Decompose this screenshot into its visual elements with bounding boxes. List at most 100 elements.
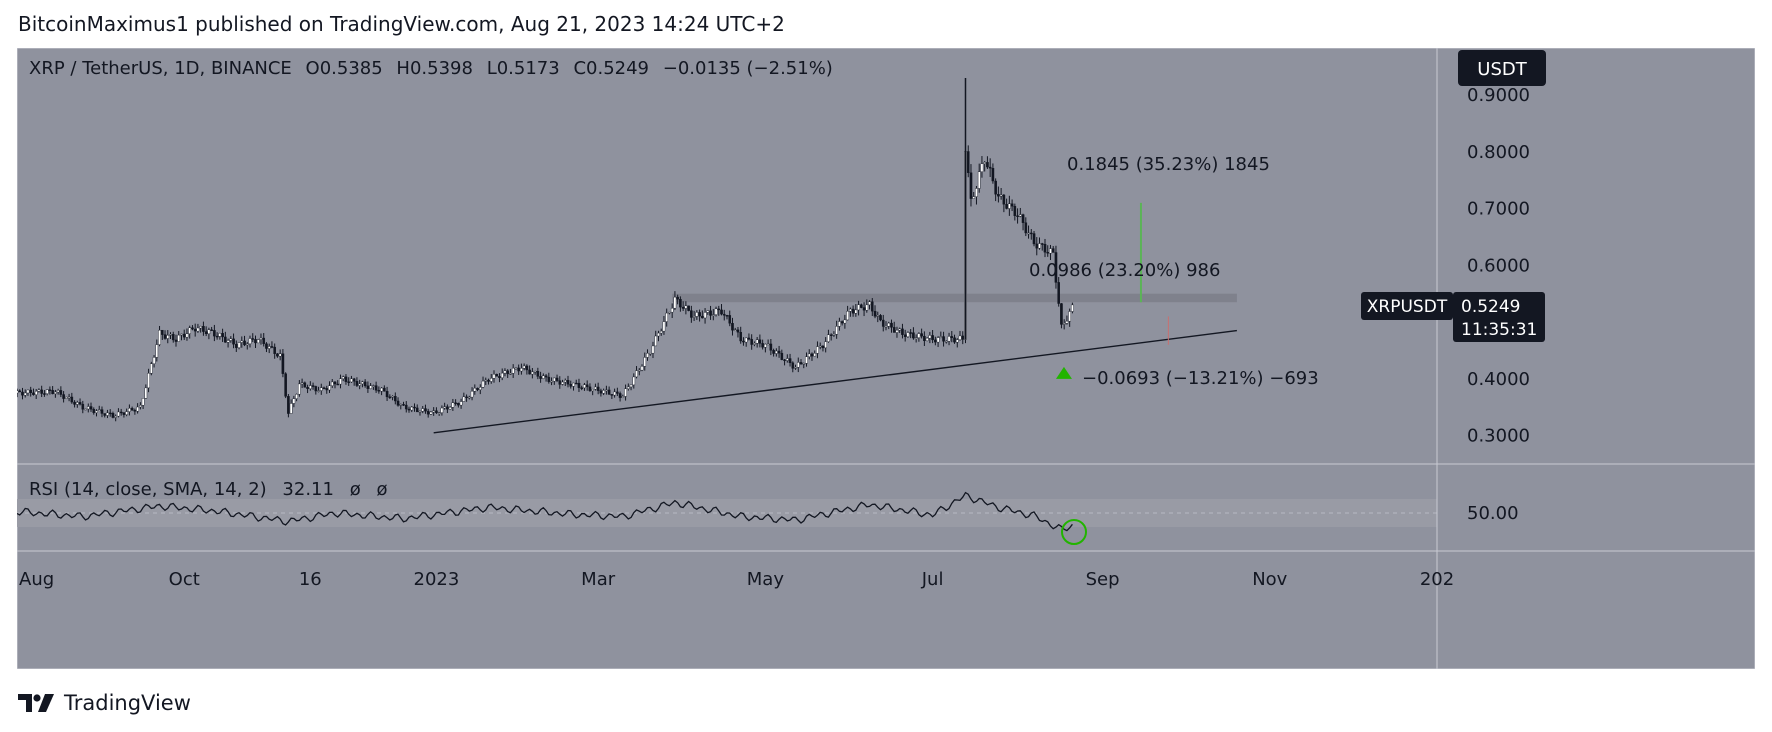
- candle-body: [418, 410, 422, 413]
- candle-body: [454, 402, 457, 404]
- candle-body: [256, 339, 260, 344]
- measure-label: 0.1845 (35.23%) 1845: [1067, 154, 1270, 175]
- candle-body: [215, 335, 219, 338]
- footer-brand: TradingView: [64, 691, 191, 715]
- candle-body: [988, 166, 992, 169]
- candle-body: [851, 308, 855, 314]
- candle-body: [1054, 252, 1058, 283]
- candle-body: [550, 380, 553, 383]
- currency-button-label: USDT: [1477, 59, 1527, 80]
- candle-body: [955, 339, 959, 343]
- candle-body: [673, 296, 677, 309]
- candle-body: [284, 373, 287, 397]
- candle-body: [865, 304, 869, 311]
- candle-body: [629, 384, 633, 388]
- candle-body: [270, 346, 274, 348]
- candle-body: [339, 378, 342, 385]
- candle-body: [333, 381, 337, 385]
- symbol-tag: XRPUSDT: [1361, 292, 1453, 320]
- candle-body: [569, 384, 573, 387]
- candle-body: [794, 367, 797, 369]
- candle-body: [788, 358, 792, 364]
- candle-body: [596, 386, 600, 391]
- candle-body: [273, 346, 276, 354]
- candle-body: [838, 321, 841, 327]
- candle-body: [43, 393, 46, 395]
- candle-body: [862, 307, 866, 311]
- candle-body: [662, 321, 666, 332]
- candle-body: [262, 337, 266, 344]
- candle-body: [558, 380, 562, 385]
- candle-body: [635, 370, 638, 378]
- footer[interactable]: TradingView: [18, 690, 191, 716]
- candle-body: [648, 352, 652, 355]
- candle-body: [742, 340, 745, 343]
- candle-body: [300, 382, 304, 385]
- candle-body: [32, 392, 35, 395]
- candle-body: [525, 365, 529, 371]
- rsi-na-2: ø: [376, 479, 387, 500]
- candle-body: [344, 376, 348, 382]
- candle-body: [1024, 222, 1028, 234]
- candle-body: [588, 386, 592, 392]
- candle-body: [103, 413, 107, 416]
- candle-body: [547, 376, 551, 382]
- candle-body: [920, 333, 923, 337]
- candle-body: [448, 407, 452, 410]
- candle-body: [818, 345, 822, 348]
- candle-body: [199, 326, 202, 329]
- candle-body: [399, 404, 403, 406]
- candle-body: [498, 376, 501, 378]
- candle-body: [692, 316, 696, 318]
- candle-body: [599, 390, 603, 394]
- candle-body: [1065, 320, 1069, 324]
- candle-body: [887, 322, 891, 327]
- candle-body: [676, 296, 679, 300]
- candle-body: [574, 382, 578, 385]
- candle-body: [1046, 252, 1050, 254]
- time-tick-label: Jul: [921, 569, 944, 590]
- candle-body: [917, 333, 921, 338]
- candle-body: [654, 335, 658, 347]
- candle-body: [552, 377, 556, 382]
- candle-body: [125, 411, 128, 415]
- candle-body: [876, 315, 880, 317]
- candle-body: [29, 389, 33, 394]
- candle-body: [786, 358, 789, 361]
- candle-body: [84, 408, 87, 411]
- currency-button[interactable]: USDT: [1458, 50, 1546, 86]
- candle-body: [870, 301, 874, 312]
- candle-body: [451, 402, 455, 408]
- candle-body: [363, 381, 367, 387]
- candle-body: [21, 391, 24, 396]
- candle-body: [309, 385, 312, 389]
- candle-body: [733, 329, 737, 332]
- candle-body: [563, 380, 567, 383]
- candle-body: [506, 370, 509, 375]
- candle-body: [421, 408, 425, 412]
- candle-body: [561, 381, 564, 385]
- candle-body: [659, 330, 663, 334]
- candle-body: [158, 329, 161, 345]
- candle-body: [594, 386, 597, 390]
- candle-body: [901, 328, 904, 335]
- candle-body: [254, 339, 257, 344]
- candle-body: [958, 335, 962, 340]
- candle-body: [130, 408, 134, 411]
- candle-body: [407, 408, 411, 411]
- candle-body: [224, 336, 227, 343]
- candle-body: [821, 345, 825, 349]
- rsi-line: [17, 491, 1073, 532]
- candle-body: [868, 301, 871, 306]
- candle-body: [827, 334, 830, 342]
- candle-body: [698, 312, 701, 317]
- candle-body: [802, 363, 806, 365]
- high-value: 0.5398: [410, 58, 473, 79]
- candle-body: [528, 369, 531, 375]
- candle-body: [476, 387, 479, 390]
- candle-body: [722, 313, 726, 316]
- candle-body: [832, 334, 836, 336]
- candle-body: [766, 343, 770, 346]
- candle-body: [311, 385, 315, 387]
- candle-body: [473, 387, 477, 392]
